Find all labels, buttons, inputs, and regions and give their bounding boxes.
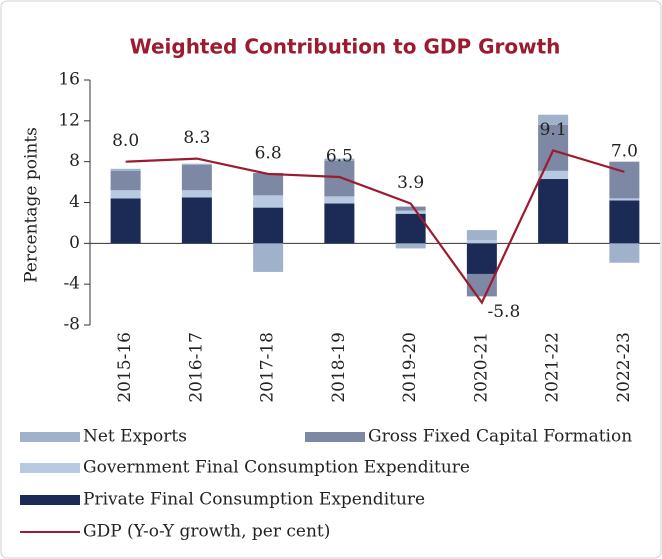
legend-swatch <box>305 432 365 442</box>
bar-segment <box>609 198 640 201</box>
bar-segment <box>253 207 284 244</box>
x-tick-label: 2018-19 <box>329 332 349 403</box>
legend-label: Private Final Consumption Expenditure <box>83 490 425 510</box>
gdp-line <box>125 149 625 305</box>
bar-segment <box>110 190 141 199</box>
x-tick-label: 2022-23 <box>614 332 634 403</box>
legend-label: Net Exports <box>83 427 187 447</box>
bar-segment <box>609 161 640 199</box>
data-label: 6.8 <box>255 143 282 163</box>
bar-segment <box>395 243 426 249</box>
data-label: 3.9 <box>397 173 424 193</box>
bar-segment <box>466 230 497 241</box>
y-tick-label: -8 <box>63 315 80 335</box>
bar-segment <box>110 198 141 244</box>
bar-segment <box>181 197 212 244</box>
legend-swatch <box>20 432 80 442</box>
bar-segment <box>466 273 497 297</box>
legend-swatch <box>20 495 80 505</box>
y-axis-label: Percentage points <box>22 127 42 283</box>
bar-segment <box>181 163 212 165</box>
data-label: 8.3 <box>183 128 210 148</box>
bar-segment <box>609 243 640 263</box>
legend-swatch <box>20 463 80 473</box>
x-tick-label: 2016-17 <box>186 332 206 403</box>
bar-segment <box>395 210 426 214</box>
bar-segment <box>324 196 355 204</box>
data-label: 9.1 <box>540 120 567 140</box>
x-tick-label: 2021-22 <box>543 332 563 403</box>
data-label: 8.0 <box>112 131 139 151</box>
x-tick-label: 2019-20 <box>400 332 420 403</box>
x-tick-label: 2015-16 <box>115 332 135 403</box>
bar-segment <box>181 164 212 191</box>
y-tick-label: 8 <box>69 151 80 171</box>
x-tick-label: 2017-18 <box>258 332 278 403</box>
bar-segment <box>538 114 569 125</box>
bar-segment <box>253 243 284 272</box>
bar-segment <box>324 158 355 161</box>
y-tick-label: 0 <box>69 233 80 253</box>
bar-segment <box>110 170 141 191</box>
bar-segment <box>538 170 569 180</box>
bar-segment <box>466 240 497 244</box>
y-tick-label: 16 <box>58 70 80 90</box>
data-label: -5.8 <box>487 302 520 322</box>
legend-label: Government Final Consumption Expenditure <box>83 458 470 478</box>
bar-segment <box>324 160 355 197</box>
y-tick-label: -4 <box>63 274 80 294</box>
chart-title: Weighted Contribution to GDP Growth <box>130 35 561 59</box>
legend-label: GDP (Y-o-Y growth, per cent) <box>83 522 330 542</box>
bar-segment <box>181 190 212 198</box>
bar-segment <box>538 179 569 244</box>
data-label: 7.0 <box>611 141 638 161</box>
bar-segment <box>395 206 426 211</box>
legend-label: Gross Fixed Capital Formation <box>368 427 632 447</box>
bar-segment <box>466 243 497 274</box>
bar-segment <box>324 203 355 244</box>
bar-segment <box>253 172 284 196</box>
data-label: 6.5 <box>326 146 353 166</box>
y-tick-label: 12 <box>58 110 80 130</box>
y-tick-label: 4 <box>69 192 80 212</box>
bar-segment <box>538 124 569 171</box>
x-tick-label: 2020-21 <box>471 332 491 403</box>
bar-segment <box>609 200 640 244</box>
bar-segment <box>253 195 284 208</box>
bar-segment <box>110 168 141 171</box>
